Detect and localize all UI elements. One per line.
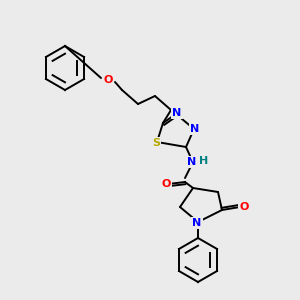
Text: O: O — [103, 75, 113, 85]
Text: S: S — [152, 138, 160, 148]
Text: N: N — [188, 157, 196, 167]
Text: O: O — [161, 179, 171, 189]
Text: N: N — [172, 108, 182, 118]
Text: O: O — [239, 202, 249, 212]
Text: H: H — [200, 156, 208, 166]
Text: N: N — [190, 124, 200, 134]
Text: N: N — [192, 218, 202, 228]
